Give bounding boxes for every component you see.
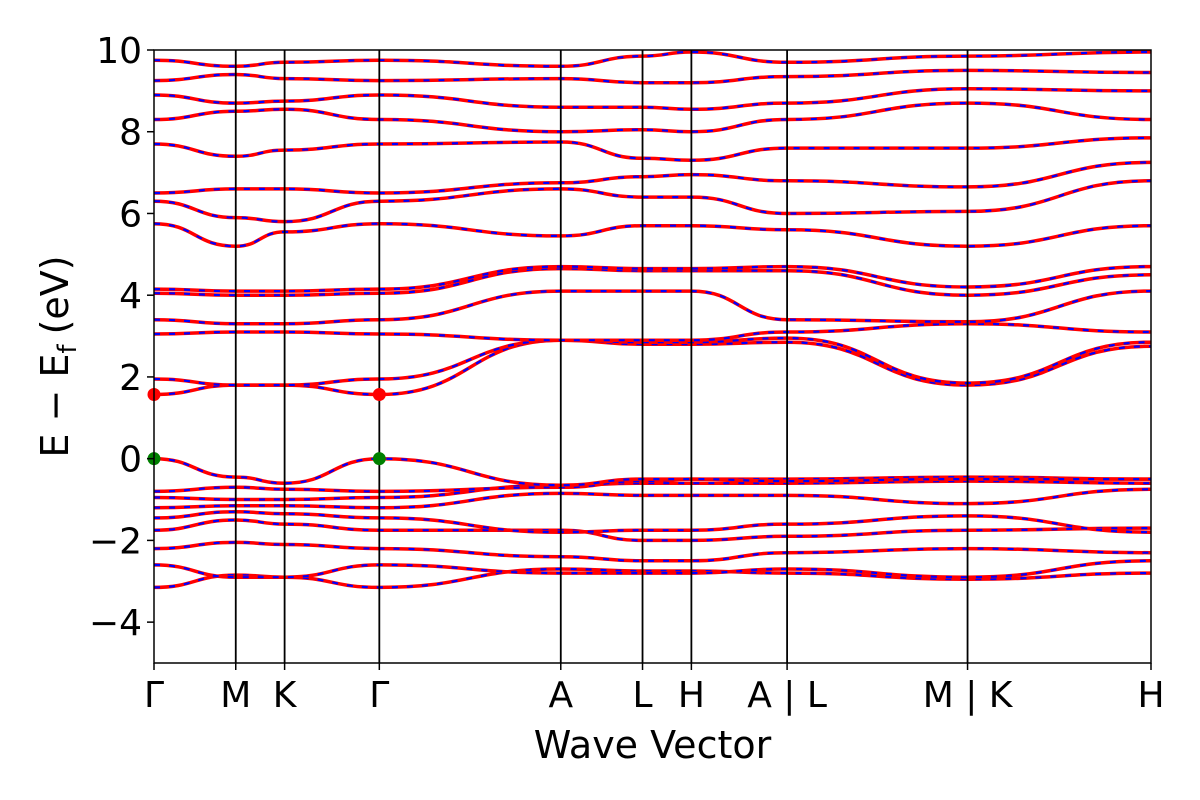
band-line [154,50,1151,69]
band-16 [154,221,1151,248]
y-tick-label: 6 [119,194,142,235]
band-dash [154,265,1151,293]
band-18 [154,160,1151,195]
y-axis-label-unit: (eV) [33,255,77,334]
x-tick-label: M [220,675,251,716]
band-edge-markers [147,388,386,466]
band-dash [154,101,1151,133]
band-dash [154,161,1151,195]
band-line [154,559,1151,579]
band-dash [154,488,1151,509]
band-2 [154,559,1151,579]
high-symmetry-lines [234,50,969,663]
band-dash [154,559,1151,579]
band-12 [154,322,1151,342]
band-line [154,475,1151,494]
band-4 [154,518,1151,543]
y-tick-label: −4 [89,603,142,644]
x-tick-label: Γ [144,675,164,716]
band-edge-marker [372,452,386,466]
band-8 [154,475,1151,494]
x-tick-label: M | K [923,675,1014,716]
band-dash [154,136,1151,162]
band-line [154,68,1151,85]
band-6 [154,487,1151,510]
y-tick-label: −2 [89,521,142,562]
y-axis-label-main: E − E [33,354,77,458]
band-15 [154,264,1151,293]
band-edge-marker [372,388,386,402]
y-tick-label: 4 [119,276,142,317]
band-14 [154,266,1151,297]
y-tick-label: 2 [119,358,142,399]
x-tick-label: A | L [747,675,827,716]
band-line [154,87,1151,112]
band-17 [154,179,1151,224]
x-tick-label: H [1137,675,1164,716]
band-dash [154,87,1151,111]
band-dash [154,69,1151,84]
band-23 [154,50,1151,69]
y-axis-label: E − Ef (eV) [33,255,83,457]
y-tick-label: 8 [119,113,142,154]
band-line [154,540,1151,563]
band-line [154,456,1151,487]
band-line [154,160,1151,195]
x-tick-label: H [678,675,705,716]
x-tick-label: A [548,675,573,716]
band-line [154,322,1151,342]
band-dash [154,267,1151,297]
band-line [154,221,1151,248]
band-3 [154,540,1151,563]
band-dash [154,510,1151,534]
band-5 [154,510,1151,534]
band-22 [154,68,1151,85]
band-dash [154,541,1151,562]
x-axis-label: Wave Vector [534,723,772,767]
x-tick-label: Γ [369,675,389,716]
band-dash [154,179,1151,223]
plot-frame [153,49,1152,664]
band-dash [154,289,1151,325]
band-dash [154,222,1151,248]
y-axis-label-subscript: f [53,344,83,354]
band-dash [154,50,1151,68]
band-20 [154,101,1151,134]
band-13 [154,289,1151,326]
band-dash [154,518,1151,542]
y-tick-label: 0 [119,440,142,481]
band-19 [154,136,1151,163]
band-lines [154,50,1151,590]
y-axis-ticks: −4 −2 0 2 4 6 8 10 [89,31,154,644]
y-tick-label: 10 [96,31,142,72]
band-line [154,264,1151,293]
band-9 [154,456,1151,487]
band-21 [154,87,1151,112]
x-tick-label: K [273,675,298,716]
x-tick-label: L [632,675,652,716]
